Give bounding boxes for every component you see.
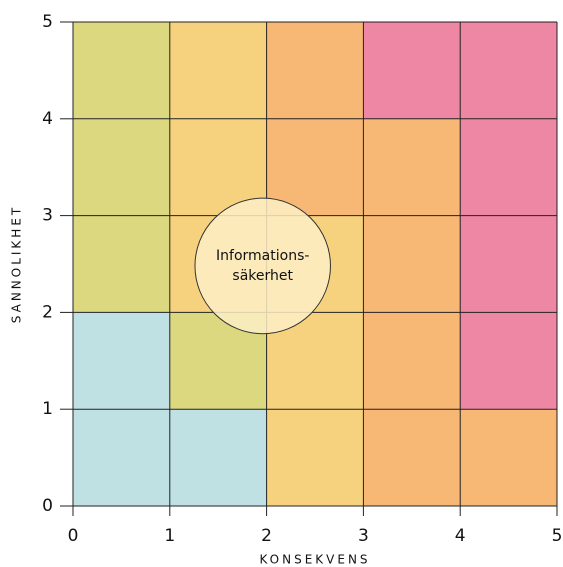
- risk-cell: [460, 215, 557, 313]
- risk-cell: [73, 118, 170, 216]
- y-tick-label: 2: [42, 302, 53, 322]
- risk-cell: [266, 409, 364, 506]
- risk-cell: [169, 409, 267, 506]
- x-tick-label: 0: [68, 526, 79, 546]
- risk-cell: [73, 215, 170, 313]
- risk-cell: [169, 22, 267, 119]
- bubble-label: Informations-: [216, 248, 309, 264]
- risk-cell: [460, 118, 557, 216]
- risk-cell: [363, 312, 461, 410]
- risk-cell: [460, 22, 557, 119]
- risk-cell: [73, 312, 170, 410]
- y-tick-label: 3: [42, 206, 53, 226]
- risk-cell: [266, 118, 364, 216]
- bubble: [194, 197, 331, 335]
- x-tick-label: 4: [455, 526, 466, 546]
- y-tick-label: 0: [42, 496, 53, 516]
- x-tick-label: 2: [261, 526, 272, 546]
- x-axis-title: KONSEKVENS: [259, 553, 370, 567]
- risk-cell: [73, 22, 170, 119]
- y-tick-label: 4: [42, 109, 53, 129]
- risk-cell: [363, 409, 461, 506]
- y-tick-label: 1: [42, 399, 53, 419]
- y-tick-label: 5: [42, 12, 53, 32]
- y-axis-title: SANNOLIKHET: [10, 205, 24, 323]
- risk-cell: [363, 118, 461, 216]
- risk-cell: [363, 215, 461, 313]
- risk-cell: [266, 22, 364, 119]
- x-tick-label: 1: [164, 526, 175, 546]
- risk-cell: [363, 22, 461, 119]
- risk-cell: [73, 409, 170, 506]
- risk-cell: [460, 409, 557, 506]
- risk-cell: [460, 312, 557, 410]
- x-tick-label: 3: [358, 526, 369, 546]
- x-tick-label: 5: [552, 526, 563, 546]
- bubble-label: säkerhet: [232, 268, 293, 284]
